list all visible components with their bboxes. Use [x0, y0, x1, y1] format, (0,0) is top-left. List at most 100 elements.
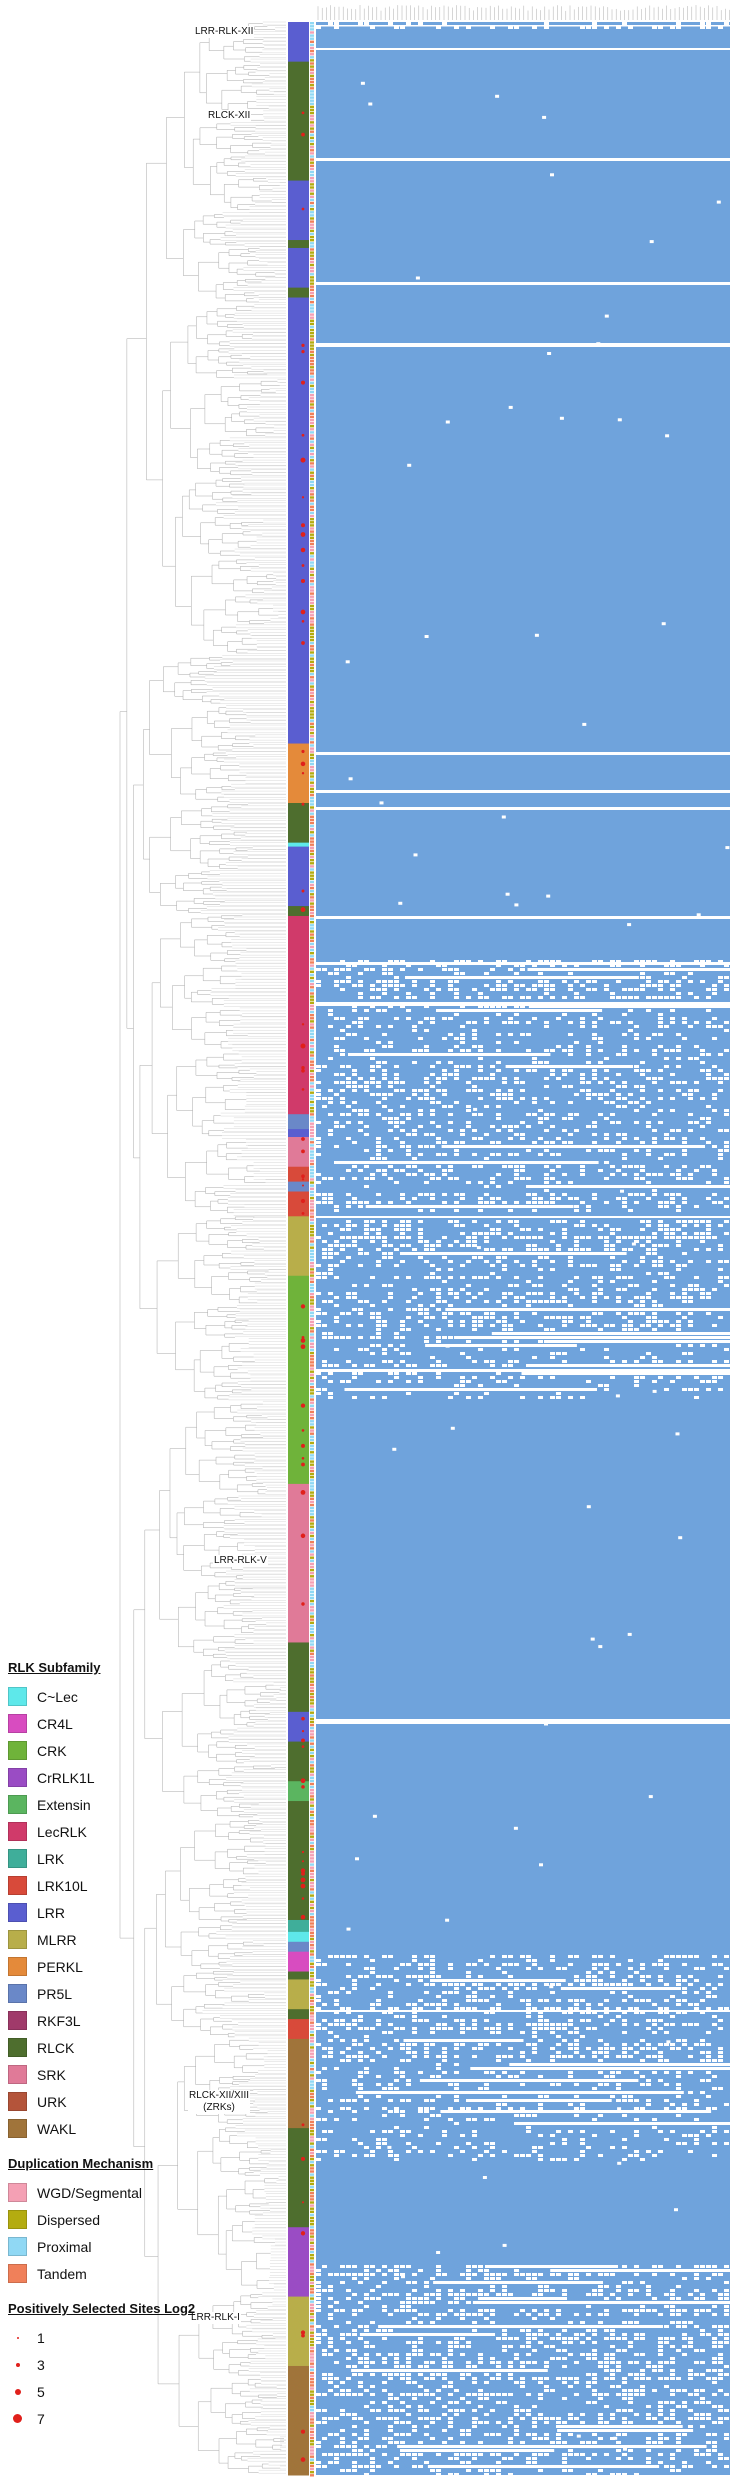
heatmap-missing-cell — [706, 1009, 711, 1012]
selected-site-dot — [301, 133, 305, 137]
duplication-marker — [310, 586, 314, 588]
duplication-marker — [310, 2288, 314, 2290]
heatmap-missing-cell — [430, 1097, 435, 1100]
heatmap-missing-cell — [640, 968, 645, 971]
heatmap-missing-cell — [652, 1033, 657, 1036]
duplication-marker — [310, 121, 314, 123]
duplication-marker — [310, 1352, 314, 1354]
selected-site-dot — [301, 1915, 306, 1920]
subfamily-band-wakl — [288, 2039, 309, 2129]
heatmap-missing-cell — [394, 960, 399, 963]
duplication-marker — [310, 580, 314, 582]
duplication-marker — [310, 1095, 314, 1097]
duplication-marker — [310, 754, 314, 756]
heatmap-missing-cell — [568, 1113, 573, 1116]
heatmap-missing-cell — [718, 980, 723, 983]
heatmap-missing-cell — [334, 1073, 339, 1076]
duplication-marker — [310, 766, 314, 768]
heatmap-missing-cell — [364, 1037, 369, 1040]
heatmap-missing-cell — [484, 1005, 489, 1008]
duplication-marker — [310, 174, 314, 176]
duplication-marker — [310, 1026, 314, 1028]
heatmap-missing-cell — [592, 1077, 597, 1080]
heatmap-missing-cell — [700, 1049, 705, 1052]
duplication-marker — [310, 583, 314, 585]
heatmap-missing-cell — [364, 1081, 369, 1084]
heatmap-missing-cell — [358, 1169, 363, 1172]
heatmap-missing-cell — [664, 1153, 669, 1156]
duplication-marker — [310, 1293, 314, 1295]
heatmap-missing-cell — [598, 1041, 603, 1044]
duplication-marker — [310, 599, 314, 601]
heatmap-missing-cell — [622, 1033, 627, 1036]
duplication-marker — [310, 2111, 314, 2113]
heatmap-missing-cell — [574, 1093, 579, 1096]
selected-site-dot — [301, 381, 305, 385]
duplication-marker — [310, 788, 314, 790]
heatmap-missing-cell — [388, 1005, 393, 1008]
duplication-marker — [310, 1479, 314, 1481]
duplication-marker — [310, 1749, 314, 1751]
heatmap-missing-cell — [448, 984, 453, 987]
heatmap-missing-cell — [592, 1125, 597, 1128]
selected-site-dot — [301, 1717, 305, 1721]
duplication-marker — [310, 602, 314, 604]
heatmap-missing-cell — [544, 988, 549, 991]
duplication-marker — [310, 1876, 314, 1878]
duplication-marker — [310, 506, 314, 508]
heatmap-missing-cell — [664, 1065, 669, 1068]
duplication-marker — [310, 1045, 314, 1047]
heatmap-missing-cell — [676, 1057, 681, 1060]
duplication-marker — [310, 434, 314, 436]
selected-site-dot — [301, 523, 305, 527]
selected-site-dot — [301, 1534, 306, 1539]
heatmap-missing-cell — [556, 976, 561, 979]
heatmap-missing-cell — [376, 1085, 381, 1088]
duplication-marker — [310, 2204, 314, 2206]
heatmap-missing-cell — [724, 1077, 729, 1080]
duplication-marker — [310, 1510, 314, 1512]
duplication-marker — [310, 1209, 314, 1211]
heatmap-missing-cell — [514, 1041, 519, 1044]
duplication-marker — [310, 233, 314, 235]
heatmap-missing-cell — [538, 996, 543, 999]
heatmap-missing-cell — [454, 1013, 459, 1016]
duplication-marker — [310, 608, 314, 610]
heatmap-missing-cell — [604, 1137, 609, 1140]
heatmap-missing-cell — [706, 1141, 711, 1144]
heatmap-missing-cell — [718, 960, 723, 963]
heatmap-missing-cell — [700, 1117, 705, 1120]
heatmap-missing-cell — [502, 1097, 507, 1100]
heatmap-missing-cell — [388, 1165, 393, 1168]
duplication-marker — [310, 791, 314, 793]
duplication-marker — [310, 512, 314, 514]
subfamily-band-lrr — [288, 248, 309, 288]
heatmap-missing-cell — [394, 1137, 399, 1140]
heatmap-missing-cell-row — [405, 976, 639, 979]
heatmap-missing-cell — [412, 1157, 417, 1160]
selected-site-dot — [301, 1602, 304, 1605]
heatmap-missing-cell — [610, 1113, 615, 1116]
duplication-marker — [310, 1132, 314, 1134]
duplication-marker — [310, 1411, 314, 1413]
duplication-marker — [310, 2443, 314, 2445]
duplication-marker — [310, 248, 314, 250]
selected-site-dot — [302, 1860, 304, 1862]
heatmap-missing-cell — [598, 1017, 603, 1020]
heatmap-missing-cell — [430, 1145, 435, 1148]
duplication-marker — [310, 2415, 314, 2417]
heatmap-missing-cell — [580, 26, 585, 29]
heatmap-missing-cell — [358, 960, 363, 963]
duplication-marker — [310, 1516, 314, 1518]
duplication-marker — [310, 1107, 314, 1109]
duplication-marker — [310, 1392, 314, 1394]
duplication-marker — [310, 1780, 314, 1782]
duplication-marker — [310, 930, 314, 932]
heatmap-missing-cell — [646, 1153, 651, 1156]
heatmap-missing-cell — [670, 996, 675, 999]
duplication-marker — [310, 1513, 314, 1515]
selected-site-dot — [302, 1457, 305, 1460]
duplication-marker — [310, 1891, 314, 1893]
heatmap-missing-cell — [382, 1117, 387, 1120]
duplication-marker — [310, 152, 314, 154]
